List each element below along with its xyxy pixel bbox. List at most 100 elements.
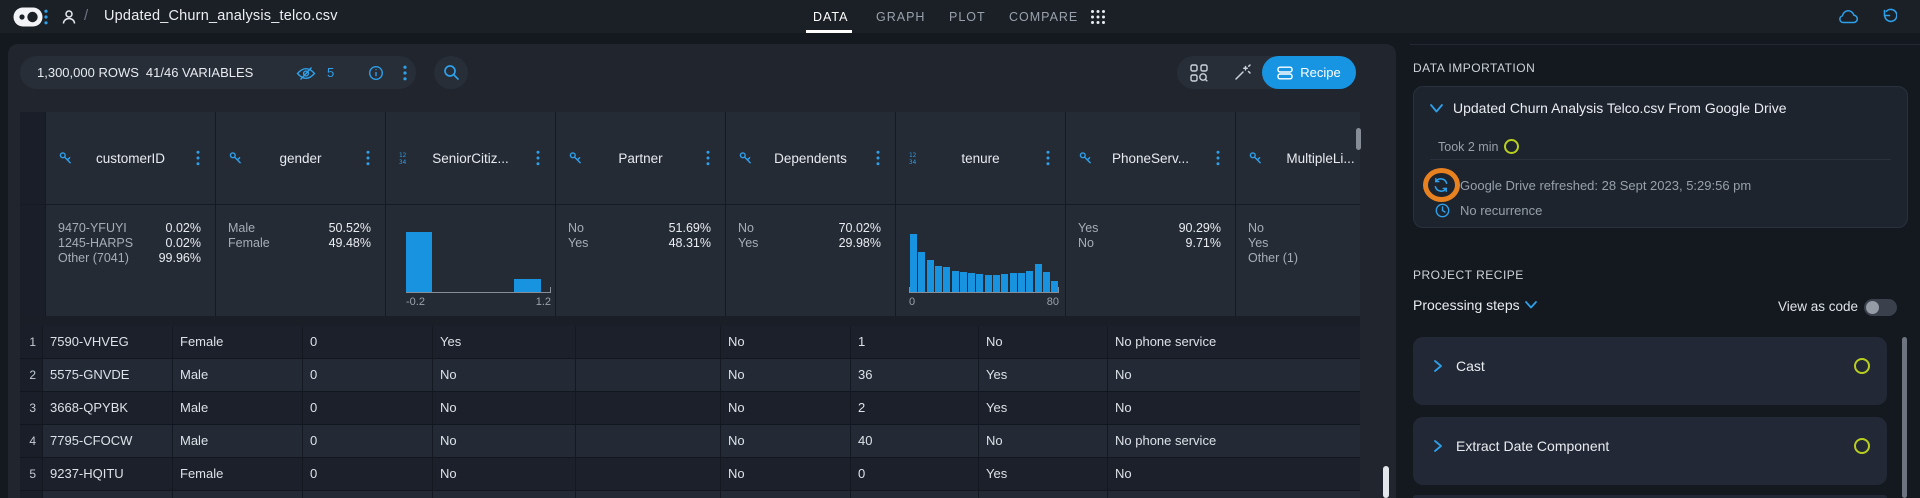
cell-partner[interactable]: No	[432, 425, 575, 457]
column-header-partner[interactable]: Partner	[555, 112, 725, 204]
cell-tenure[interactable]: 1	[850, 326, 978, 358]
chevron-down-icon[interactable]	[1429, 103, 1444, 114]
user-icon[interactable]	[61, 9, 77, 25]
cell-seniorcitizen[interactable]: 0	[302, 326, 432, 358]
summary-tenure-histogram[interactable]: 0 80	[895, 205, 1065, 316]
recipe-step-cast[interactable]: Cast	[1413, 337, 1887, 405]
summary-seniorcitizen-histogram[interactable]: -0.2 1.2	[385, 205, 555, 316]
cell-multiplelines[interactable]: No phone service	[1107, 326, 1360, 358]
tab-plot[interactable]: PLOT	[949, 9, 986, 24]
summary-gender[interactable]: Male 50.52% Female 49.48%	[215, 205, 385, 316]
chevron-right-icon[interactable]	[1433, 359, 1443, 373]
cell-partner[interactable]: No	[432, 392, 575, 424]
column-menu-kebab-icon[interactable]	[196, 150, 200, 166]
column-header-tenure[interactable]: 12 34 tenure	[895, 112, 1065, 204]
cell-tenure[interactable]: 0	[850, 458, 978, 490]
apps-grid-icon[interactable]	[1090, 9, 1106, 25]
cell-gender[interactable]: Male	[172, 425, 302, 457]
table-row[interactable]: 2 5575-GNVDE Male 0 No No 36 Yes No	[20, 359, 1360, 392]
table-row[interactable]: 3 3668-QPYBK Male 0 No No 2 Yes No	[20, 392, 1360, 425]
cell-phoneservice[interactable]: Yes	[978, 359, 1107, 391]
right-panel-scrollbar-thumb[interactable]	[1902, 337, 1907, 498]
cell-dependents[interactable]: No	[720, 326, 850, 358]
summary-grid-view-icon[interactable]	[1190, 64, 1208, 82]
column-menu-kebab-icon[interactable]	[366, 150, 370, 166]
cell-dependents[interactable]: No	[720, 458, 850, 490]
column-menu-kebab-icon[interactable]	[876, 150, 880, 166]
cell-seniorcitizen[interactable]: 0	[302, 425, 432, 457]
magic-wand-icon[interactable]	[1233, 64, 1251, 82]
tab-graph[interactable]: GRAPH	[876, 9, 926, 24]
column-menu-kebab-icon[interactable]	[536, 150, 540, 166]
tab-data[interactable]: DATA	[813, 9, 849, 24]
undo-icon[interactable]	[1880, 8, 1898, 25]
cell-tenure[interactable]: 36	[850, 359, 978, 391]
table-row[interactable]: 5 9237-HQITU Female 0 No No 0 Yes No	[20, 458, 1360, 491]
tab-compare[interactable]: COMPARE	[1009, 9, 1079, 24]
import-source-title[interactable]: Updated Churn Analysis Telco.csv From Go…	[1453, 100, 1787, 116]
cell-phoneservice[interactable]: Yes	[978, 392, 1107, 424]
breadcrumb-filename[interactable]: Updated_Churn_analysis_telco.csv	[104, 8, 338, 24]
cell-partner[interactable]: No	[432, 458, 575, 490]
summary-customerid[interactable]: 9470-YFUYI 0.02% 1245-HARPS 0.02% Other (7…	[45, 205, 215, 316]
cell-customerid[interactable]: 7590-VHVEG	[42, 326, 172, 358]
view-as-code-toggle[interactable]	[1864, 299, 1897, 316]
cell-seniorcitizen[interactable]: 0	[302, 359, 432, 391]
cloud-sync-icon[interactable]	[1837, 9, 1859, 25]
cell-phoneservice[interactable]: No	[978, 425, 1107, 457]
summary-phoneservice[interactable]: Yes 90.29% No 9.71%	[1065, 205, 1235, 316]
categorical-type-icon	[739, 152, 752, 165]
cell-dependents[interactable]: No	[720, 359, 850, 391]
column-header-gender[interactable]: gender	[215, 112, 385, 204]
cell-partner[interactable]: No	[432, 359, 575, 391]
cell-seniorcitizen[interactable]: 0	[302, 458, 432, 490]
column-menu-kebab-icon[interactable]	[1216, 150, 1220, 166]
hidden-variables-icon[interactable]	[296, 66, 316, 81]
table-row[interactable]: 4 7795-CFOCW Male 0 No No 40 No No phone…	[20, 425, 1360, 458]
cell-multiplelines[interactable]: No	[1107, 458, 1360, 490]
column-header-customerid[interactable]: customerID	[45, 112, 215, 204]
cell-customerid[interactable]: 5575-GNVDE	[42, 359, 172, 391]
cell-tenure[interactable]: 40	[850, 425, 978, 457]
cell-customerid[interactable]: 9237-HQITU	[42, 458, 172, 490]
column-header-seniorcitizen[interactable]: 12 34 SeniorCitiz...	[385, 112, 555, 204]
cell-phoneservice[interactable]: Yes	[978, 458, 1107, 490]
processing-steps-label[interactable]: Processing steps	[1413, 297, 1520, 313]
search-button[interactable]	[434, 56, 468, 89]
cell-multiplelines[interactable]: No	[1107, 359, 1360, 391]
cell-tenure[interactable]: 2	[850, 392, 978, 424]
cell-dependents[interactable]: No	[720, 425, 850, 457]
summary-partner[interactable]: No 51.69% Yes 48.31%	[555, 205, 725, 316]
project-menu-kebab-icon[interactable]	[44, 9, 48, 25]
cell-multiplelines[interactable]: No	[1107, 392, 1360, 424]
stats-kebab-icon[interactable]	[403, 65, 407, 81]
table-vertical-scrollbar-thumb[interactable]	[1356, 128, 1361, 150]
column-header-dependents[interactable]: Dependents	[725, 112, 895, 204]
recipe-button[interactable]: Recipe	[1262, 56, 1356, 89]
cell-dependents[interactable]: No	[720, 392, 850, 424]
refresh-icon[interactable]	[1433, 177, 1449, 193]
cell-gender[interactable]: Male	[172, 359, 302, 391]
cell-gender[interactable]: Male	[172, 392, 302, 424]
cell-multiplelines[interactable]: No phone service	[1107, 425, 1360, 457]
chevron-down-icon[interactable]	[1524, 300, 1538, 310]
column-menu-kebab-icon[interactable]	[1046, 150, 1050, 166]
summary-multiplelines[interactable]: No Yes Other (1)	[1235, 205, 1360, 316]
column-header-phoneservice[interactable]: PhoneServ...	[1065, 112, 1235, 204]
cell-phoneservice[interactable]: No	[978, 326, 1107, 358]
panel-vertical-scrollbar-thumb[interactable]	[1383, 466, 1389, 498]
cell-partner[interactable]: Yes	[432, 326, 575, 358]
summary-dependents[interactable]: No 70.02% Yes 29.98%	[725, 205, 895, 316]
chevron-right-icon[interactable]	[1433, 439, 1443, 453]
cell-customerid[interactable]: 7795-CFOCW	[42, 425, 172, 457]
cell-seniorcitizen[interactable]: 0	[302, 392, 432, 424]
recipe-step-extract-date-component[interactable]: Extract Date Component	[1413, 417, 1887, 485]
cell-gender[interactable]: Female	[172, 326, 302, 358]
table-row[interactable]: 1 7590-VHVEG Female 0 Yes No 1 No No pho…	[20, 326, 1360, 359]
app-logo[interactable]	[13, 7, 43, 27]
info-icon[interactable]	[368, 65, 384, 81]
column-menu-kebab-icon[interactable]	[706, 150, 710, 166]
column-header-multiplelines[interactable]: MultipleLi...	[1235, 112, 1360, 204]
cell-gender[interactable]: Female	[172, 458, 302, 490]
cell-customerid[interactable]: 3668-QPYBK	[42, 392, 172, 424]
